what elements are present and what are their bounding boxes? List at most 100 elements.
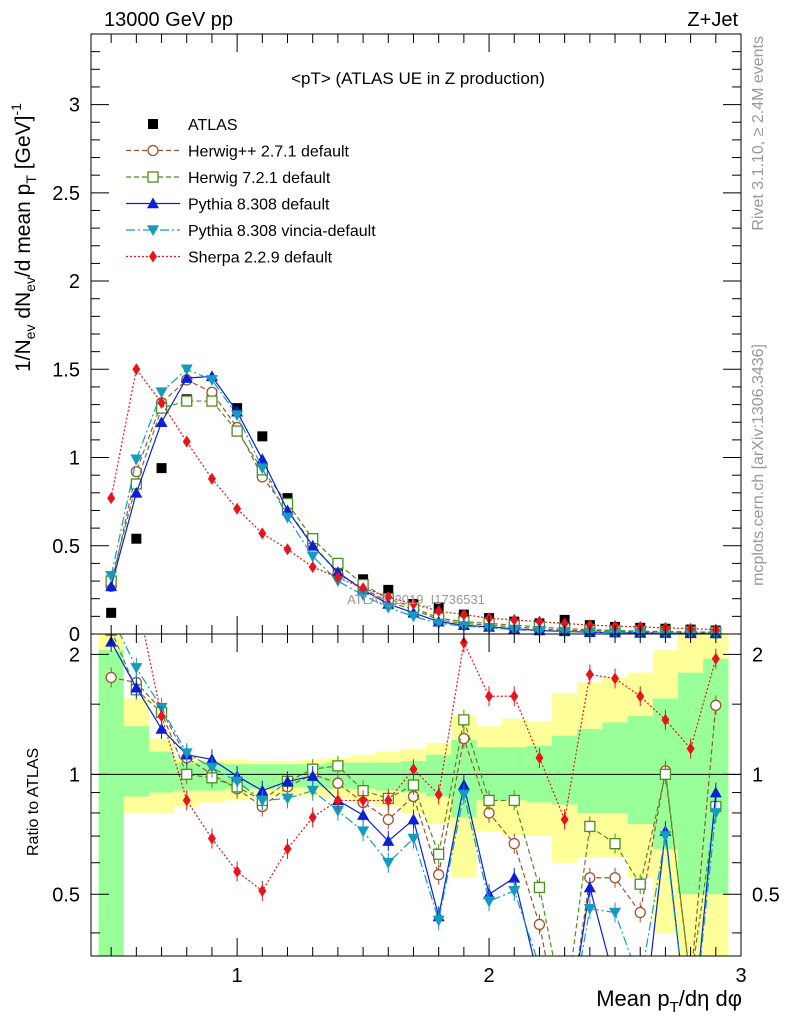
- series-sherpa: [107, 363, 720, 636]
- data-point-vincia: [382, 602, 395, 614]
- ratio-point-vincia: [533, 961, 545, 972]
- data-point-sherpa: [359, 582, 368, 595]
- ratio-point-vincia: [709, 808, 722, 819]
- ratio-band-inner: [375, 762, 401, 791]
- ratio-point-vincia: [457, 789, 470, 801]
- ratio-point-herwig7: [458, 714, 470, 726]
- ratio-series-vincia: [119, 634, 722, 972]
- data-point-sherpa: [560, 617, 569, 630]
- data-point-sherpa: [258, 527, 267, 540]
- legend-label-sherpa: Sherpa 2.2.9 default: [188, 250, 333, 267]
- ratio-point-sherpa: [207, 832, 216, 845]
- legend-marker-herwig7: [147, 171, 159, 183]
- y-tick-label-ratio: 1: [69, 764, 80, 786]
- ratio-uncertainty-bands: [98, 634, 729, 956]
- legend-marker-sherpa: [149, 250, 157, 263]
- x-tick-label: 3: [735, 965, 746, 987]
- ratio-point-herwig7: [560, 1009, 570, 1019]
- ratio-point-herwig7: [483, 794, 495, 807]
- data-point-vincia: [205, 375, 218, 386]
- ratio-band-inner: [577, 728, 603, 813]
- data-point-sherpa: [384, 590, 393, 603]
- ratio-point-herwig7: [584, 820, 596, 833]
- ratio-point-sherpa: [636, 690, 645, 703]
- data-point-sherpa: [157, 396, 166, 409]
- ratio-point-sherpa: [157, 710, 166, 723]
- ratio-point-vincia: [483, 896, 496, 908]
- ratio-point-herwigpp: [433, 869, 445, 881]
- ratio-point-vincia: [382, 857, 395, 869]
- ratio-band-inner: [148, 751, 175, 793]
- legend-marker-herwigpp: [147, 144, 159, 157]
- series-line-sherpa: [110, 367, 716, 631]
- ratio-point-herwigpp: [332, 777, 344, 789]
- data-point-pythia: [130, 486, 143, 498]
- data-point-sherpa: [233, 502, 242, 515]
- plot-title: <pT> (ATLAS UE in Z production): [291, 69, 545, 88]
- data-point-sherpa: [434, 605, 443, 618]
- ratio-point-vincia: [659, 831, 672, 843]
- ratio-point-herwigpp: [609, 872, 621, 884]
- data-point-sherpa: [107, 492, 116, 505]
- ratio-point-pythia: [382, 835, 395, 846]
- ratio-point-sherpa: [585, 668, 594, 681]
- y-tick-label-ratio-right: 2: [752, 644, 763, 666]
- ratio-point-herwig7: [533, 881, 546, 894]
- legend-label-pythia: Pythia 8.308 default: [188, 197, 330, 214]
- ratio-point-sherpa: [258, 884, 267, 897]
- data-point-sherpa: [535, 615, 544, 628]
- ratio-point-vincia: [583, 903, 596, 915]
- ratio-point-sherpa: [409, 763, 418, 776]
- ratio-point-herwig7: [508, 794, 520, 807]
- x-axis-label: Mean pT/dη dφ: [596, 986, 742, 1016]
- ratio-point-pythia: [281, 775, 294, 787]
- ratio-point-pythia: [407, 813, 420, 825]
- ratio-point-sherpa: [611, 672, 620, 685]
- data-point-atlas: [383, 584, 394, 595]
- y-tick-label-ratio: 0.5: [52, 884, 80, 906]
- ratio-point-pythia: [130, 681, 143, 693]
- ratio-point-sherpa: [686, 742, 695, 755]
- data-point-sherpa: [510, 613, 519, 626]
- ratio-point-herwigpp: [508, 837, 520, 850]
- ratio-point-pythia: [583, 881, 596, 893]
- y-tick-label-main: 0: [69, 624, 80, 646]
- data-point-pythia: [306, 539, 319, 551]
- y-axis-label-ratio: Ratio to ATLAS: [25, 748, 42, 856]
- ratio-point-sherpa: [283, 842, 292, 855]
- y-tick-label-main: 3: [69, 95, 80, 117]
- ratio-point-pythia: [533, 977, 545, 988]
- ratio-point-vincia: [130, 663, 143, 674]
- y-tick-label-main: 1.5: [52, 359, 80, 381]
- data-point-vincia: [130, 454, 143, 466]
- ratio-point-vincia: [432, 915, 445, 927]
- ratio-point-sherpa: [485, 690, 494, 703]
- data-point-atlas: [131, 533, 142, 544]
- process-label: Z+Jet: [687, 9, 738, 31]
- ratio-point-sherpa: [333, 794, 342, 807]
- ratio-point-vincia: [180, 748, 193, 760]
- data-point-sherpa: [459, 608, 468, 621]
- ratio-point-pythia: [155, 722, 168, 734]
- data-point-sherpa: [182, 435, 191, 448]
- y-axis-label-main: 1/Nev dNev/d mean pT [GeV]-1: [8, 103, 39, 372]
- y-tick-label-main: 0.5: [52, 536, 80, 558]
- data-point-vincia: [407, 611, 420, 623]
- ratio-point-sherpa: [510, 690, 519, 703]
- ratio-point-herwigpp: [458, 732, 470, 745]
- ratio-point-vincia: [281, 793, 294, 805]
- ratio-point-pythia: [306, 770, 319, 781]
- data-point-vincia: [432, 618, 445, 630]
- ratio-point-sherpa: [107, 453, 115, 465]
- data-point-pythia: [180, 372, 193, 383]
- ratio-point-herwig7: [634, 878, 646, 890]
- x-tick-label: 2: [483, 965, 494, 987]
- ratio-point-vincia: [331, 805, 344, 817]
- ratio-point-sherpa: [661, 713, 670, 726]
- ratio-point-pythia: [457, 779, 470, 790]
- data-point-vincia: [281, 512, 294, 524]
- data-point-herwig7: [231, 425, 243, 437]
- mcplots-label: mcplots.cern.ch [arXiv:1306.3436]: [750, 344, 767, 586]
- data-point-vincia: [180, 364, 193, 376]
